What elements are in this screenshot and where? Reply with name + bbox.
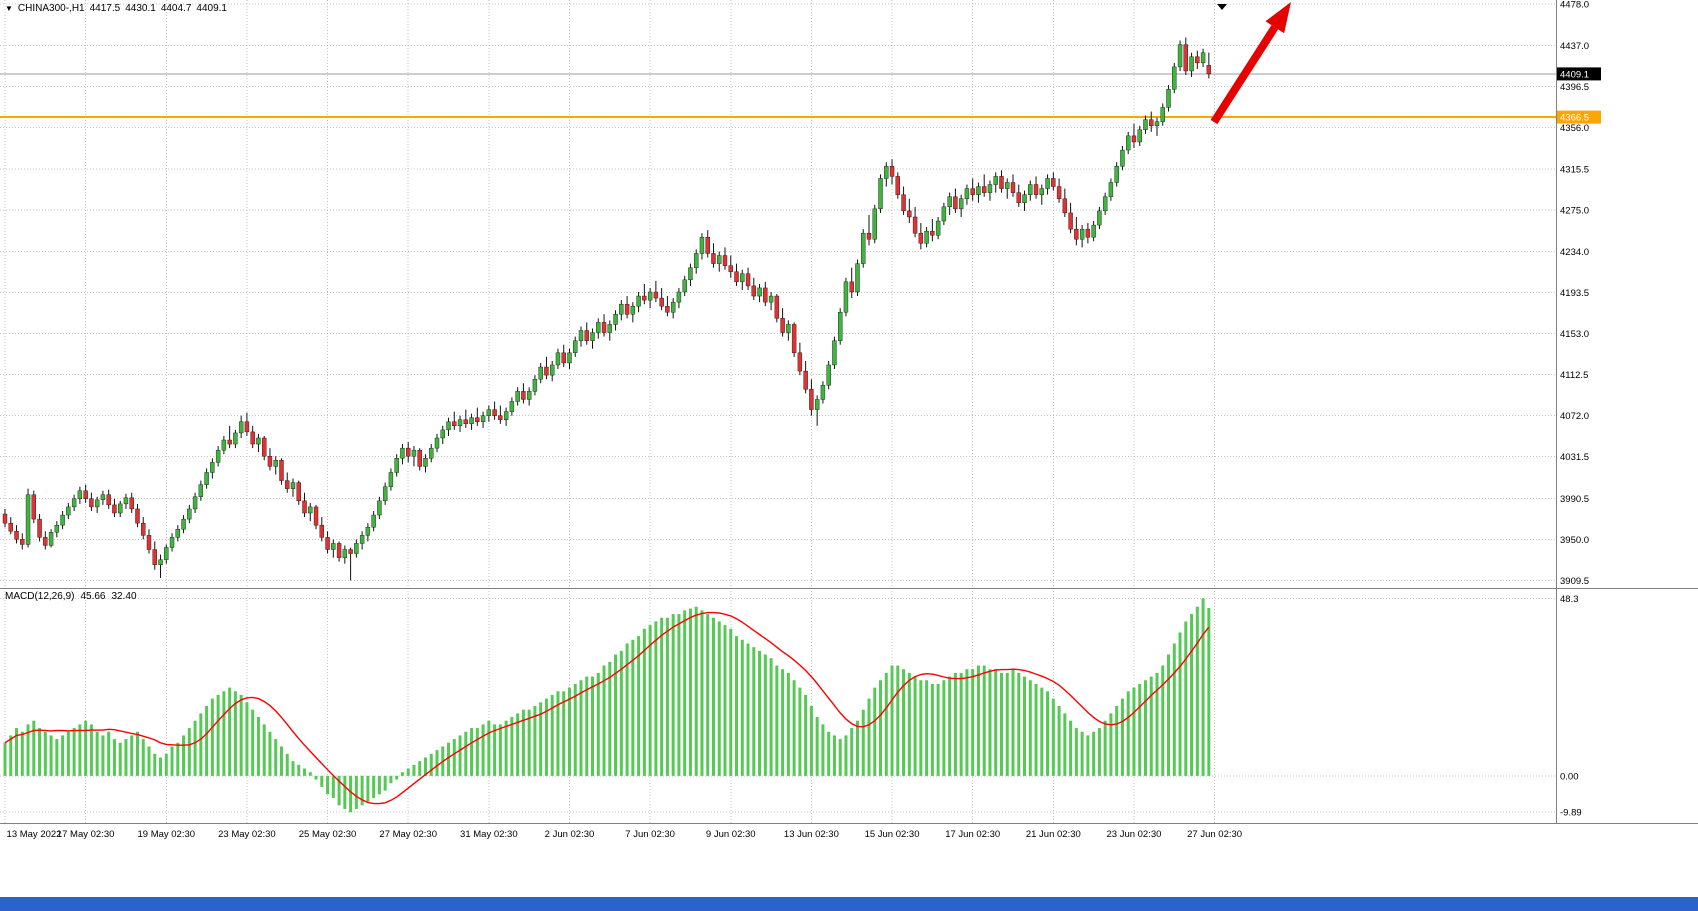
current-price-badge: 4409.1 <box>1557 67 1601 81</box>
svg-text:13 May 2022: 13 May 2022 <box>7 829 62 840</box>
svg-text:3950.0: 3950.0 <box>1560 535 1589 546</box>
svg-text:4409.1: 4409.1 <box>1560 69 1589 80</box>
symbol-timeframe-label: CHINA300-,H1 <box>17 3 85 14</box>
trend-arrow[interactable] <box>1210 2 1291 125</box>
svg-text:21 Jun 02:30: 21 Jun 02:30 <box>1026 829 1081 840</box>
macd-signal-line <box>4 611 1210 805</box>
svg-text:27 May 02:30: 27 May 02:30 <box>379 829 437 840</box>
quote-close: 4409.1 <box>196 3 227 14</box>
quote-open: 4417.5 <box>89 3 121 14</box>
svg-text:7 Jun 02:30: 7 Jun 02:30 <box>625 829 675 840</box>
svg-text:25 May 02:30: 25 May 02:30 <box>299 829 357 840</box>
svg-text:9 Jun 02:30: 9 Jun 02:30 <box>706 829 756 840</box>
triangle-marker-icon[interactable] <box>1217 4 1227 10</box>
panel-separators <box>0 0 1698 824</box>
svg-text:15 Jun 02:30: 15 Jun 02:30 <box>865 829 920 840</box>
svg-text:23 Jun 02:30: 23 Jun 02:30 <box>1106 829 1161 840</box>
grid <box>0 0 1556 823</box>
svg-text:3909.5: 3909.5 <box>1560 576 1589 587</box>
svg-text:4315.5: 4315.5 <box>1560 164 1589 175</box>
macd-name: MACD(12,26,9) <box>5 591 75 602</box>
svg-text:2 Jun 02:30: 2 Jun 02:30 <box>545 829 595 840</box>
svg-text:13 Jun 02:30: 13 Jun 02:30 <box>784 829 839 840</box>
svg-text:0.00: 0.00 <box>1560 771 1579 782</box>
svg-text:4356.0: 4356.0 <box>1560 123 1589 134</box>
svg-text:4153.0: 4153.0 <box>1560 329 1589 340</box>
symbol-dropdown-icon[interactable]: ▼ <box>5 3 13 13</box>
svg-text:31 May 02:30: 31 May 02:30 <box>460 829 518 840</box>
svg-text:17 May 02:30: 17 May 02:30 <box>57 829 115 840</box>
svg-text:4072.0: 4072.0 <box>1560 411 1589 422</box>
svg-text:4437.0: 4437.0 <box>1560 41 1589 52</box>
hline-price-badge: 4366.5 <box>1557 110 1601 124</box>
macd-signal-value: 32.40 <box>111 591 137 602</box>
svg-text:27 Jun 02:30: 27 Jun 02:30 <box>1187 829 1242 840</box>
svg-text:19 May 02:30: 19 May 02:30 <box>137 829 195 840</box>
macd-value: 45.66 <box>80 591 106 602</box>
svg-text:17 Jun 02:30: 17 Jun 02:30 <box>945 829 1000 840</box>
svg-text:23 May 02:30: 23 May 02:30 <box>218 829 276 840</box>
svg-text:4366.5: 4366.5 <box>1560 113 1589 124</box>
svg-text:4031.5: 4031.5 <box>1560 452 1589 463</box>
macd-indicator-label: MACD(12,26,9) 45.66 32.40 <box>5 591 137 602</box>
quote-high: 4430.1 <box>125 3 156 14</box>
svg-text:4193.5: 4193.5 <box>1560 288 1589 299</box>
svg-text:4396.5: 4396.5 <box>1560 82 1589 93</box>
svg-text:-9.89: -9.89 <box>1560 808 1582 819</box>
svg-text:4478.0: 4478.0 <box>1560 0 1589 11</box>
svg-text:48.3: 48.3 <box>1560 594 1579 605</box>
svg-text:4275.0: 4275.0 <box>1560 205 1589 216</box>
svg-text:3990.5: 3990.5 <box>1560 494 1589 505</box>
symbol-quote: ▼ CHINA300-,H1 4417.5 4430.1 4404.7 4409… <box>5 3 227 14</box>
macd-histogram <box>3 598 1211 813</box>
svg-text:4112.5: 4112.5 <box>1560 370 1588 381</box>
svg-text:4234.0: 4234.0 <box>1560 247 1589 258</box>
taskbar[interactable] <box>0 897 1698 911</box>
quote-low: 4404.7 <box>160 3 192 14</box>
price-axis-labels[interactable]: 4478.0 4437.0 4396.5 4356.0 4315.5 4275.0 4234… <box>1560 0 1589 819</box>
candles-layer <box>2 37 1212 581</box>
